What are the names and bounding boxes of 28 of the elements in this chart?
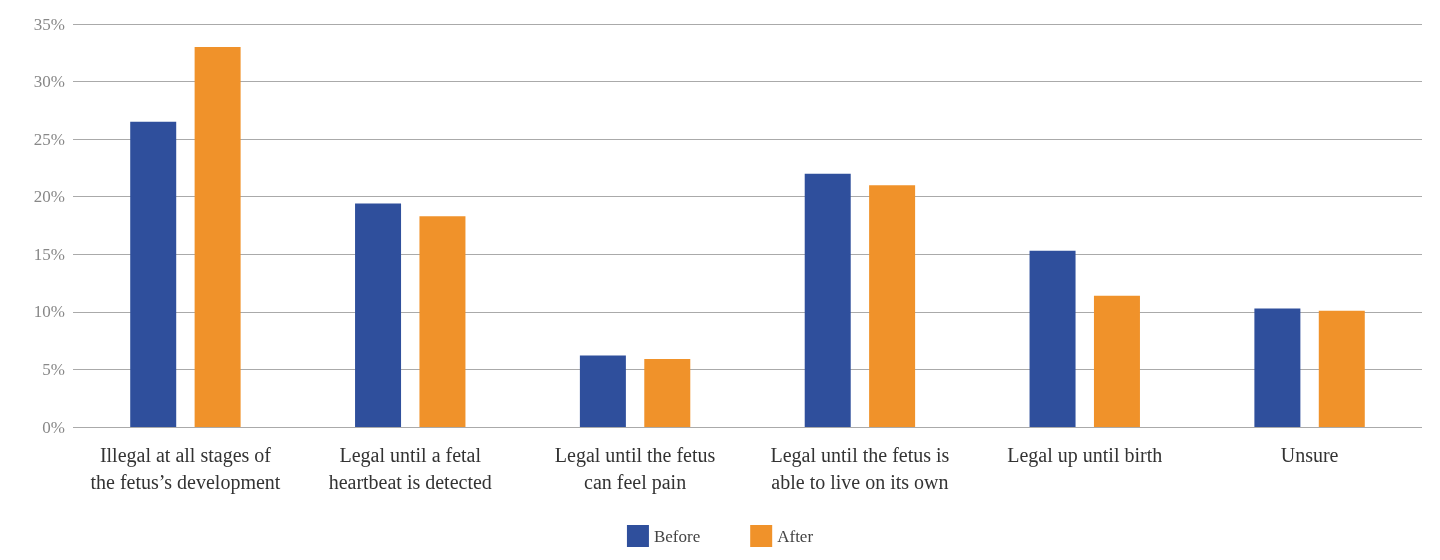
bar [355, 203, 402, 427]
legend-label: After [777, 526, 814, 546]
bar [1093, 295, 1140, 427]
bar [1254, 308, 1301, 427]
x-tick-label: Unsure [1280, 443, 1339, 466]
bar [579, 355, 626, 427]
y-tick-label: 35% [33, 14, 65, 34]
y-tick-label: 15% [33, 244, 65, 264]
x-tick-label: Legal until a fetal heartbeat is detected [328, 443, 492, 493]
x-tick-label: Legal until the fetus is able to live on its own [770, 443, 950, 493]
y-tick-label: 5% [42, 359, 65, 379]
bar [804, 173, 851, 427]
x-tick-label: Legal until the fetus can feel pain [554, 443, 716, 494]
y-tick-label: 30% [33, 72, 65, 92]
x-tick-label: Illegal at all stages of the fetus’s development [90, 443, 281, 494]
x-tick-label: Legal up until birth [1007, 443, 1163, 467]
legend-label: Before [653, 526, 701, 546]
y-tick-label: 0% [42, 417, 65, 437]
bar [869, 185, 916, 427]
bar [194, 47, 241, 427]
bar [1029, 250, 1076, 427]
y-tick-label: 25% [33, 129, 65, 149]
bar [130, 121, 177, 427]
bar [644, 359, 691, 427]
y-tick-label: 10% [33, 302, 65, 322]
bar [419, 216, 466, 427]
bar [1318, 310, 1365, 427]
y-tick-label: 20% [33, 187, 65, 207]
